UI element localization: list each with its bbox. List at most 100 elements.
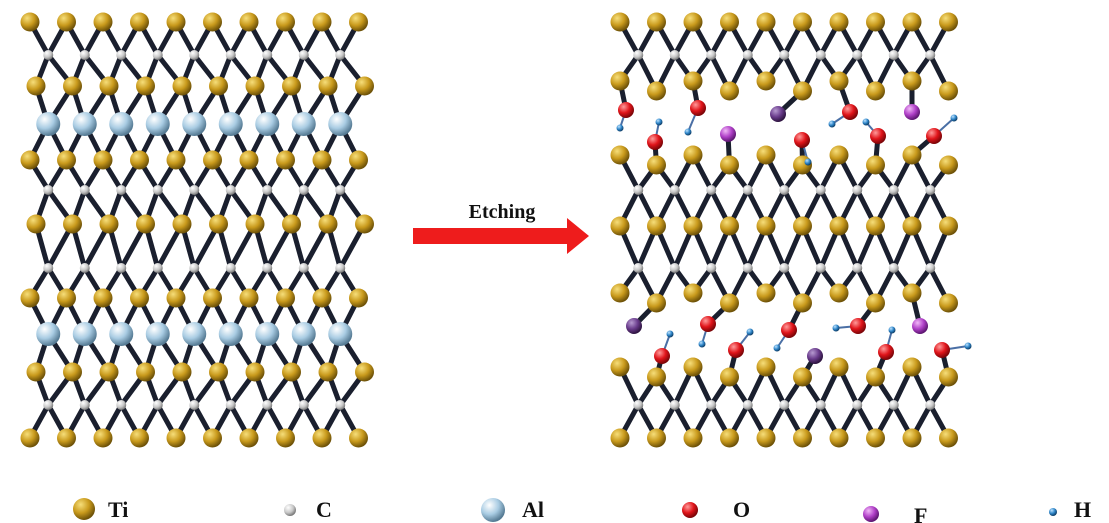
c-atom	[43, 400, 54, 410]
ti-atom	[349, 288, 368, 308]
ti-atom	[793, 367, 812, 387]
ti-atom	[902, 216, 922, 236]
c-atom	[633, 185, 644, 195]
c-atom	[189, 185, 200, 195]
ti-atom	[829, 283, 849, 303]
ti-atom	[866, 81, 885, 101]
ti-atom	[172, 76, 192, 96]
legend-label-o: O	[733, 497, 750, 522]
h-atom	[655, 118, 663, 126]
h-atom-icon	[1049, 508, 1057, 516]
ti-atom	[939, 428, 958, 448]
ti-atom	[866, 216, 885, 236]
ti-atom	[203, 150, 222, 170]
ti-atom	[245, 214, 265, 234]
c-atom	[742, 185, 753, 195]
ti-atom	[647, 216, 666, 236]
arrow-shape	[413, 218, 589, 254]
ti-atom	[793, 81, 812, 101]
ti-atom	[93, 288, 113, 308]
al-atom	[72, 322, 97, 346]
o-atom	[728, 342, 744, 358]
ti-atom	[355, 214, 374, 234]
ti-atom	[939, 293, 958, 313]
ti-atom	[99, 76, 119, 96]
ti-atom	[683, 357, 703, 377]
ti-atom	[318, 76, 338, 96]
ti-atom	[63, 76, 82, 96]
c-atom	[779, 400, 790, 410]
ti-atom	[349, 150, 368, 170]
ti-atom	[610, 216, 630, 236]
ti-atom	[166, 150, 186, 170]
ti-atom	[26, 214, 46, 234]
c-atom	[189, 400, 200, 410]
ti-atom	[829, 145, 849, 165]
al-atom	[36, 322, 61, 346]
ti-atom	[793, 12, 812, 32]
c-atom	[189, 50, 200, 60]
ti-atom	[756, 428, 776, 448]
c-atom	[298, 400, 309, 410]
c-atom	[43, 50, 54, 60]
o-atom	[842, 104, 858, 120]
c-atom	[815, 263, 826, 273]
c-atom	[116, 263, 127, 273]
ti-atom	[756, 216, 776, 236]
ti-atom	[720, 81, 739, 101]
ti-atom	[902, 145, 922, 165]
c-atom	[43, 263, 54, 273]
ti-atom	[63, 214, 82, 234]
ti-atom	[93, 428, 113, 448]
c-atom	[633, 400, 644, 410]
al-atom	[328, 322, 353, 346]
ti-atom	[756, 145, 776, 165]
c-atom	[335, 400, 346, 410]
ti-atom	[239, 288, 259, 308]
c-atom	[706, 400, 717, 410]
al-atom	[109, 322, 134, 346]
legend-label-ti: Ti	[108, 497, 128, 522]
c-atom	[706, 50, 717, 60]
c-atom	[262, 185, 273, 195]
c-atom	[152, 185, 163, 195]
legend: Ti C Al O F H	[73, 497, 1091, 523]
ti-atom	[756, 12, 776, 32]
al-atom	[182, 112, 207, 136]
ti-atom	[720, 293, 739, 313]
al-atom	[182, 322, 207, 346]
ti-atom	[276, 150, 295, 170]
al-atom	[291, 112, 316, 136]
ti-atom	[683, 145, 703, 165]
c-atom	[335, 185, 346, 195]
o-atom	[700, 316, 716, 332]
ti-atom	[355, 76, 374, 96]
ti-atom	[610, 428, 630, 448]
c-atom	[79, 50, 90, 60]
ti-atom	[282, 362, 301, 382]
ti-atom	[355, 362, 374, 382]
ti-atom	[610, 357, 630, 377]
ti-atom	[866, 12, 885, 32]
ti-atom	[647, 12, 666, 32]
ti-atom	[683, 12, 703, 32]
ti-atom	[793, 293, 812, 313]
ti-atom	[239, 150, 259, 170]
fd-atom	[807, 348, 823, 364]
etching-arrow: Etching	[413, 201, 589, 254]
h-atom	[746, 328, 754, 336]
c-atom	[262, 50, 273, 60]
c-atom	[888, 400, 899, 410]
o-atom-icon	[682, 502, 698, 518]
c-atom	[742, 400, 753, 410]
o-atom	[794, 132, 810, 148]
ti-atom	[57, 150, 76, 170]
ti-atom	[20, 150, 40, 170]
ti-atom	[57, 12, 76, 32]
ti-atom	[349, 428, 368, 448]
c-atom	[815, 50, 826, 60]
o-atom	[926, 128, 942, 144]
max-phase-atoms	[20, 12, 374, 448]
legend-item-c: C	[284, 497, 332, 522]
o-atom	[647, 134, 663, 150]
